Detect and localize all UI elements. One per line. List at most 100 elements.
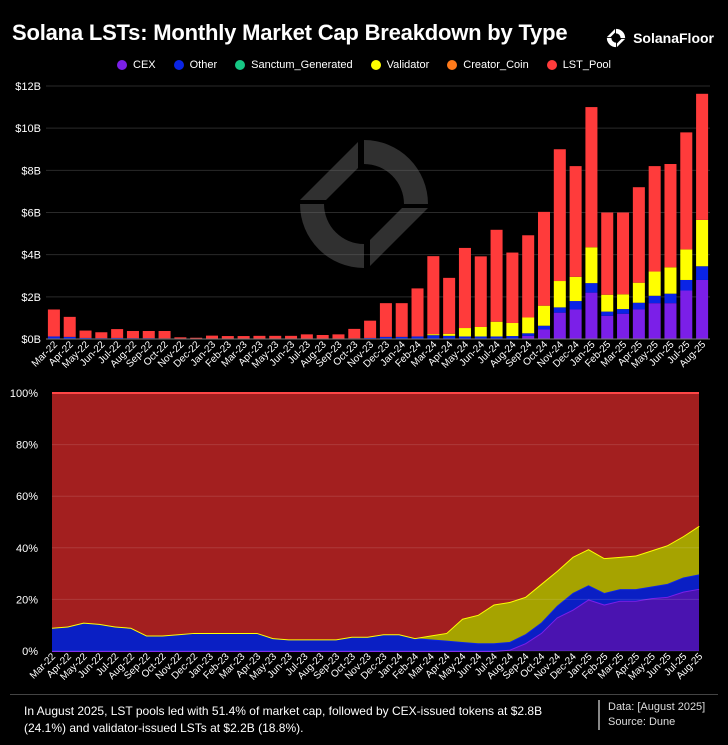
bar-validator xyxy=(585,247,598,284)
bar-y-tick-label: $10B xyxy=(15,123,41,135)
bar-cex xyxy=(569,309,582,339)
bar-other xyxy=(522,333,535,336)
chart-title: Solana LSTs: Monthly Market Cap Breakdow… xyxy=(12,20,568,45)
bar-validator xyxy=(680,249,693,280)
bar-lst-pool xyxy=(569,166,582,277)
bar-lst-pool xyxy=(95,332,108,339)
area-y-tick-label: 100% xyxy=(10,388,38,400)
bar-lst-pool xyxy=(316,334,329,339)
bar-other xyxy=(569,301,582,310)
bar-validator xyxy=(506,322,519,337)
bar-other xyxy=(553,307,566,313)
area-y-tick-label: 20% xyxy=(16,594,38,606)
footer-caption: In August 2025, LST pools led with 51.4%… xyxy=(24,704,543,735)
bar-cex xyxy=(537,329,551,339)
legend-label-creator-coin: Creator_Coin xyxy=(463,59,529,71)
bar-cex xyxy=(696,279,709,339)
source-box: Data: [August 2025] Source: Dune xyxy=(598,700,705,730)
bar-lst-pool xyxy=(47,309,60,337)
legend-swatch-lst-pool xyxy=(546,60,557,70)
bar-y-tick-label: $0B xyxy=(21,334,41,346)
bar-y-tick-label: $8B xyxy=(21,165,41,177)
bar-lst-pool xyxy=(79,330,92,338)
bar-lst-pool xyxy=(632,187,645,283)
area-y-tick-label: 0% xyxy=(22,646,38,658)
bar-lst-pool xyxy=(379,303,392,337)
legend: CEX Other Sanctum_Generated Validator Cr… xyxy=(0,59,728,71)
legend-swatch-other xyxy=(173,60,184,70)
bar-lst-pool xyxy=(205,335,219,339)
watermark-wedge-left xyxy=(300,142,358,200)
area-cex xyxy=(52,588,699,651)
bar-lst-pool xyxy=(411,288,424,337)
legend-label-validator: Validator xyxy=(386,59,430,71)
bar-validator xyxy=(569,276,582,302)
legend-label-cex: CEX xyxy=(133,59,156,71)
bar-other xyxy=(696,266,709,280)
bar-other xyxy=(395,336,408,339)
bar-cex xyxy=(632,309,645,339)
bar-validator xyxy=(522,317,535,334)
bar-lst-pool xyxy=(285,335,298,339)
bar-other xyxy=(632,302,645,310)
bar-lst-pool xyxy=(506,252,519,323)
bar-lst-pool xyxy=(427,256,440,335)
bar-lst-pool xyxy=(253,335,266,339)
bar-lst-pool xyxy=(348,328,361,339)
legend-item-cex[interactable]: CEX xyxy=(117,59,156,71)
bar-lst-pool xyxy=(158,330,171,339)
area-chart: 0%20%40%60%80%100%Mar-22Apr-22May-22Jun-… xyxy=(10,388,706,683)
bar-validator xyxy=(648,271,661,296)
bar-lst-pool xyxy=(332,334,345,339)
area-y-tick-label: 60% xyxy=(16,491,38,503)
bar-other xyxy=(601,311,614,316)
legend-item-lst-pool[interactable]: LST_Pool xyxy=(546,59,611,71)
bar-other xyxy=(79,337,92,339)
source-label: Source: Dune xyxy=(608,716,676,728)
bar-lst-pool xyxy=(111,329,124,338)
bar-y-tick-label: $2B xyxy=(21,292,41,304)
chart-canvas: $0B$2B$4B$6B$8B$10B$12BMar-22Apr-22May-2… xyxy=(10,81,710,683)
legend-swatch-validator xyxy=(370,60,381,70)
bar-lst-pool xyxy=(142,330,155,339)
bar-other xyxy=(63,336,76,339)
bar-other xyxy=(680,279,693,291)
bar-other xyxy=(664,293,677,304)
legend-item-validator[interactable]: Validator xyxy=(370,59,430,71)
legend-label-other: Other xyxy=(189,59,218,71)
watermark-arc-top xyxy=(364,140,428,204)
bar-cex xyxy=(664,303,677,339)
bar-cex xyxy=(553,312,566,339)
bar-lst-pool xyxy=(617,212,630,295)
area-lst-pool xyxy=(52,393,699,640)
bar-lst-pool xyxy=(174,337,187,339)
area-validator xyxy=(52,525,699,644)
bar-other xyxy=(411,336,424,339)
bar-lst-pool xyxy=(269,335,282,339)
bar-validator xyxy=(427,334,440,336)
bar-other xyxy=(617,309,630,314)
bar-validator xyxy=(601,294,614,312)
footer-divider xyxy=(10,694,718,695)
watermark-logo-icon xyxy=(300,140,428,268)
bar-other xyxy=(474,336,487,339)
legend-item-sanctum-generated[interactable]: Sanctum_Generated xyxy=(235,59,353,71)
bar-cex xyxy=(648,303,661,339)
legend-item-other[interactable]: Other xyxy=(173,59,218,71)
bar-lst-pool xyxy=(364,320,377,338)
legend-label-sanctum-generated: Sanctum_Generated xyxy=(251,59,353,71)
legend-item-creator-coin[interactable]: Creator_Coin xyxy=(447,59,529,71)
bar-lst-pool xyxy=(300,334,313,339)
area-y-tick-label: 80% xyxy=(16,440,38,452)
bar-other xyxy=(648,295,661,304)
bar-validator xyxy=(537,305,551,326)
bar-other xyxy=(506,336,519,339)
bar-lst-pool xyxy=(680,132,693,250)
bar-validator xyxy=(632,282,645,303)
bar-y-tick-label: $12B xyxy=(15,81,41,93)
bar-lst-pool xyxy=(490,229,503,322)
bar-lst-pool xyxy=(221,336,234,339)
area-other xyxy=(52,574,699,651)
bar-lst-pool xyxy=(664,164,677,268)
bar-cex xyxy=(522,335,535,339)
